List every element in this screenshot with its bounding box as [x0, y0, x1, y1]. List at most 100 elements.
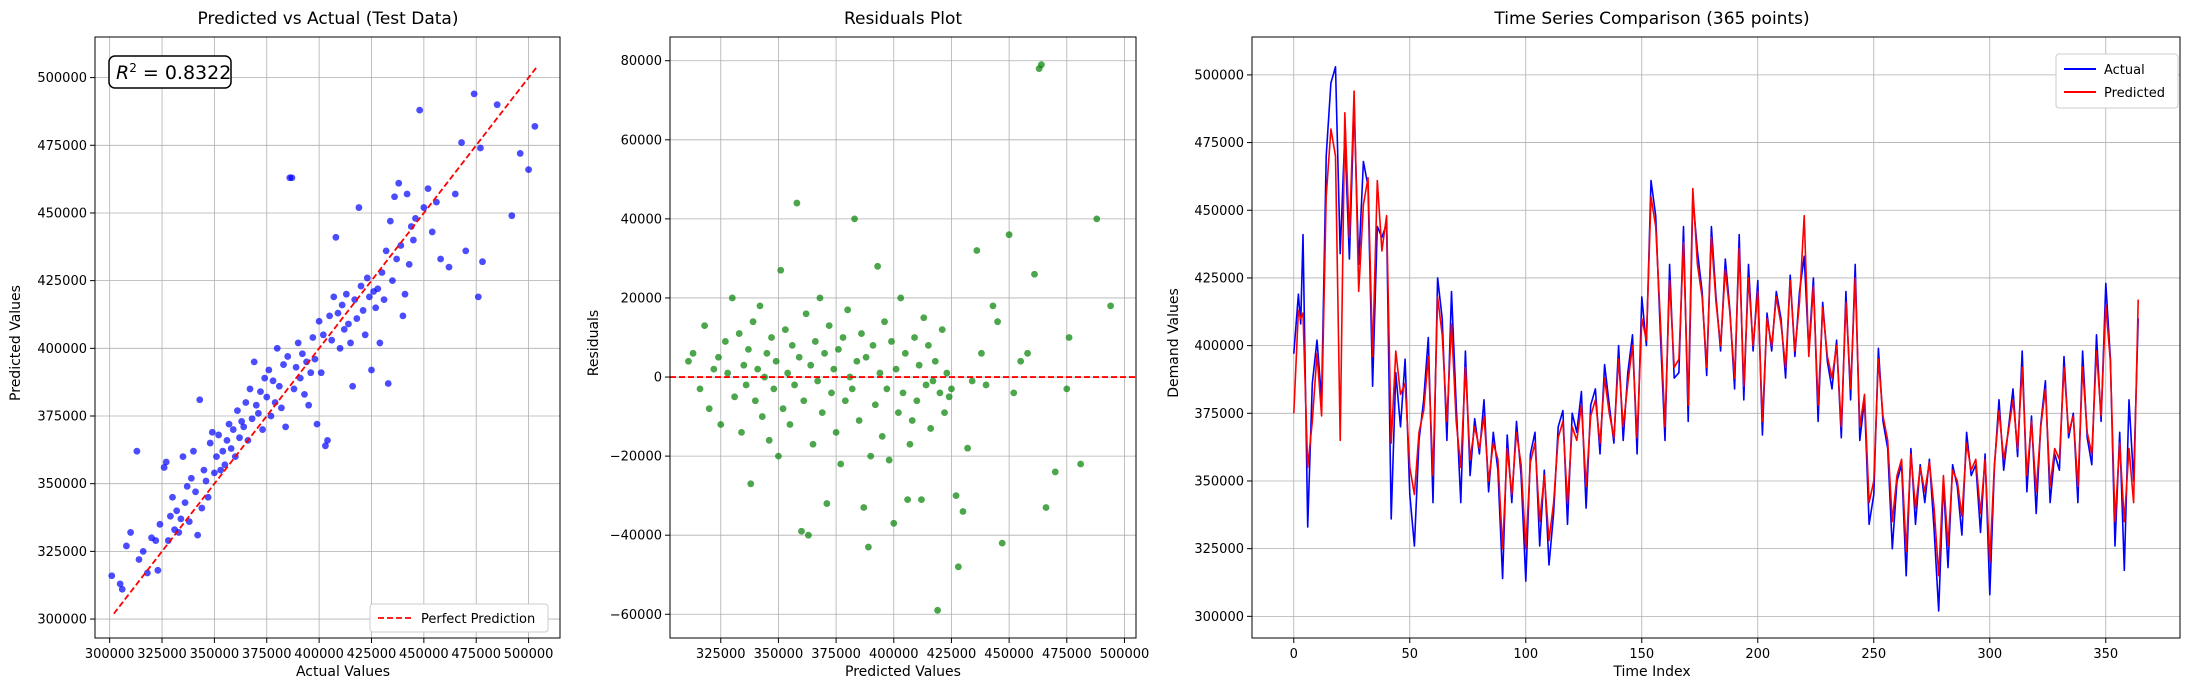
- scatter-point: [835, 345, 842, 353]
- y-tick-label: 350000: [37, 477, 87, 492]
- y-tick-label: 350000: [1194, 474, 1244, 489]
- scatter-point: [217, 466, 225, 474]
- y-tick-label: 475000: [37, 139, 87, 154]
- y-tick-label: 425000: [1194, 271, 1244, 286]
- scatter-point: [269, 377, 277, 385]
- scatter-point: [347, 339, 354, 347]
- scatter-point: [1063, 385, 1071, 393]
- scatter-point: [493, 101, 501, 109]
- scatter-point: [177, 515, 185, 523]
- scatter-point: [229, 426, 237, 433]
- scatter-point: [382, 247, 390, 255]
- scatter-point: [305, 401, 313, 409]
- scatter-point: [742, 381, 750, 389]
- scatter-point: [931, 357, 939, 365]
- scatter-point: [830, 365, 838, 373]
- scatter-point: [384, 380, 392, 387]
- scatter-point: [735, 330, 743, 337]
- scatter-point: [474, 293, 482, 301]
- axes: 0 50 100 150 200 250 300 350 300000 325000 350000 3…: [1194, 36, 2181, 662]
- scatter-point: [929, 377, 937, 385]
- scatter-point: [322, 442, 329, 450]
- scatter-point: [156, 520, 164, 528]
- scatter-point: [288, 174, 296, 182]
- y-tick-label: 325000: [37, 545, 87, 560]
- scatter-point: [918, 496, 925, 504]
- chart-title: Time Series Comparison (365 points): [1493, 9, 1809, 29]
- scatter-point: [428, 228, 436, 236]
- r2-annotation: R2 = 0.8322: [108, 55, 232, 89]
- scatter-point: [307, 369, 315, 377]
- scatter-point: [462, 247, 470, 255]
- scatter-point: [821, 349, 828, 357]
- scatter-point: [800, 397, 808, 405]
- scatter-point: [781, 326, 789, 333]
- scatter-point: [246, 385, 254, 393]
- y-tick-label: 300000: [37, 613, 87, 628]
- scatter-point: [416, 106, 424, 114]
- scatter-point: [403, 190, 411, 198]
- axes: 300000 325000 350000 375000 400000 425000 4500…: [37, 36, 561, 662]
- scatter-point: [240, 423, 248, 431]
- scatter-point: [807, 361, 815, 369]
- scatter-point: [376, 339, 384, 347]
- scatter-point: [330, 293, 338, 301]
- scatter-point: [355, 204, 363, 211]
- scatter-point: [855, 417, 863, 424]
- scatter-point: [219, 447, 227, 455]
- scatter-point: [298, 350, 306, 358]
- scatter-point: [899, 389, 907, 397]
- y-tick-label: 0: [654, 371, 662, 386]
- scatter-point: [945, 393, 953, 401]
- scatter-point: [892, 365, 900, 373]
- scatter-point: [338, 301, 346, 309]
- scatter-point: [409, 236, 417, 244]
- scatter-point: [353, 315, 361, 322]
- y-tick-label: 60000: [621, 133, 662, 148]
- scatter-point: [915, 361, 923, 369]
- y-axis-label: Predicted Values: [8, 285, 24, 401]
- scatter-point: [179, 453, 187, 461]
- y-tick-label: 450000: [1194, 204, 1244, 219]
- scatter-point: [998, 539, 1006, 547]
- scatter-point: [705, 405, 713, 413]
- scatter-point: [911, 334, 918, 341]
- plot-marks: [108, 66, 539, 615]
- x-tick-label: 350000: [190, 647, 240, 662]
- scatter-point: [777, 266, 785, 274]
- x-tick-label: 475000: [1042, 647, 1092, 662]
- scatter-point: [204, 493, 212, 501]
- x-tick-label: 450000: [984, 647, 1034, 662]
- scatter-point: [738, 428, 745, 436]
- scatter-point: [349, 382, 357, 390]
- scatter-point: [1017, 357, 1025, 365]
- scatter-point: [747, 480, 755, 488]
- scatter-point: [883, 385, 891, 393]
- x-tick-label: 350: [2093, 647, 2118, 662]
- scatter-point: [959, 508, 967, 515]
- scatter-point: [254, 409, 262, 417]
- legend-label-predicted: Predicted: [2104, 86, 2165, 101]
- scatter-point: [878, 432, 886, 440]
- scatter-point: [198, 504, 206, 512]
- x-tick-label: 300000: [85, 647, 135, 662]
- scatter-point: [795, 353, 803, 361]
- scatter-point: [1077, 460, 1085, 468]
- scatter-point: [118, 585, 126, 593]
- scatter-point: [876, 369, 884, 377]
- scatter-point: [740, 361, 748, 369]
- scatter-point: [710, 365, 718, 373]
- y-tick-label: 450000: [37, 206, 87, 221]
- predicted-vs-actual-chart: Predicted vs Actual (Test Data) 300000 32…: [8, 9, 561, 680]
- scatter-point: [273, 344, 281, 352]
- scatter-point: [696, 385, 704, 393]
- scatter-point: [758, 413, 766, 420]
- scatter-point: [451, 190, 459, 198]
- perfect-prediction-line: [113, 66, 538, 615]
- x-tick-label: 400000: [869, 647, 919, 662]
- chart-title: Predicted vs Actual (Test Data): [198, 9, 459, 29]
- scatter-point: [206, 439, 214, 447]
- scatter-point: [531, 122, 539, 130]
